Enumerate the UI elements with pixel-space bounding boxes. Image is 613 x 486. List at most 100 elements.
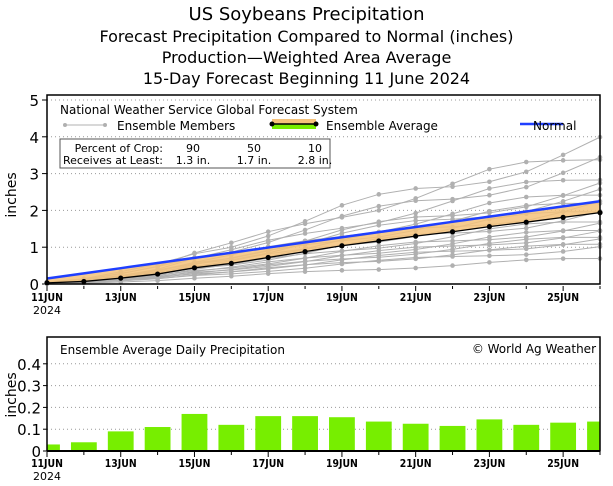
ensemble-average-point [486, 223, 492, 230]
ensemble-member-point [523, 230, 529, 235]
x-year-label: 2024 [33, 470, 61, 483]
ensemble-member-point [450, 248, 455, 254]
x-tick-label: 21JUN [400, 458, 432, 470]
ensemble-member-point [265, 265, 271, 271]
ensemble-average-point [302, 249, 308, 255]
ensemble-member-line [46, 222, 601, 284]
ensemble-member-point [523, 257, 529, 263]
ensemble-average-point [118, 275, 124, 281]
ensemble-member-point [487, 166, 492, 172]
ensemble-average-point [560, 214, 566, 220]
x-tick-label: 13JUN [105, 292, 137, 304]
ensemble-member-point [413, 218, 418, 223]
legend-average-label: Ensemble Average [326, 119, 438, 133]
ensemble-member-point [413, 186, 418, 191]
ensemble-member-point [302, 227, 308, 233]
x-tick-label: 23JUN [473, 292, 505, 304]
daily-precip-bar [550, 422, 577, 451]
ensemble-average-point [191, 265, 198, 271]
ensemble-member-point [376, 222, 382, 228]
ensemble-member-point [376, 243, 382, 249]
ensemble-member-point [192, 250, 197, 256]
ensemble-member-point [523, 243, 529, 249]
ensemble-member-point [339, 213, 345, 219]
percent-row-label: Percent of Crop: [75, 142, 163, 155]
y-tick-label: 3 [29, 166, 39, 184]
receives-value: 1.7 in. [237, 154, 272, 167]
y-tick-label: 0.3 [17, 378, 41, 396]
ensemble-average-point [413, 233, 419, 239]
ensemble-member-point [560, 152, 566, 158]
ensemble-member-point [339, 227, 345, 233]
legend-members-dot [103, 123, 107, 127]
ensemble-member-point [413, 214, 418, 220]
ensemble-member-point [487, 260, 492, 265]
daily-precip-bar [218, 424, 245, 451]
ensemble-member-point [302, 265, 308, 271]
ensemble-member-point [302, 269, 308, 274]
ensemble-member-point [560, 201, 566, 206]
ensemble-member-point [487, 234, 492, 240]
ensemble-member-line [46, 230, 601, 284]
ensemble-member-point [450, 181, 455, 187]
daily-precip-bar [144, 427, 171, 451]
ensemble-average-point [228, 260, 234, 266]
daily-precip-bar [70, 442, 97, 451]
ensemble-member-point [413, 265, 418, 271]
y-tick-label: 1 [29, 239, 39, 257]
ensemble-member-point [413, 244, 418, 250]
ensemble-member-point [265, 229, 271, 234]
ensemble-average-point [449, 229, 456, 235]
x-tick-label: 21JUN [400, 292, 432, 304]
legend-members-dot [63, 123, 67, 127]
receives-row-label: Receives at Least: [63, 154, 163, 167]
ensemble-member-point [450, 198, 455, 204]
ensemble-member-point [229, 240, 234, 246]
y-tick-label: 0.1 [17, 421, 41, 439]
ensemble-member-point [560, 256, 566, 261]
ensemble-member-point [229, 273, 234, 279]
ensemble-member-point [413, 255, 418, 260]
legend-average-dot [313, 121, 319, 127]
ensemble-member-point [376, 219, 382, 224]
ensemble-member-point [523, 240, 529, 246]
chart-subtitle-3: 15-Day Forecast Beginning 11 June 2024 [142, 69, 471, 88]
ensemble-member-point [413, 250, 418, 255]
x-tick-label: 25JUN [547, 458, 579, 470]
ensemble-member-point [192, 276, 197, 281]
daily-precip-bar [329, 417, 355, 451]
ensemble-member-point [560, 249, 566, 254]
ensemble-member-point [523, 203, 529, 208]
x-tick-label: 11JUN [31, 292, 63, 304]
daily-precip-bar [107, 431, 134, 451]
ensemble-member-point [487, 200, 492, 206]
ensemble-member-point [560, 177, 566, 183]
ensemble-member-point [487, 186, 492, 191]
chart-title: US Soybeans Precipitation [188, 4, 425, 25]
chart-subtitle-2: Production—Weighted Area Average [161, 48, 452, 67]
ensemble-average-point [265, 254, 271, 261]
ensemble-member-point [523, 252, 529, 257]
x-tick-label: 17JUN [252, 458, 284, 470]
ensemble-member-point [339, 261, 345, 267]
daily-precip-bar [402, 423, 429, 451]
credit-label: © World Ag Weather [472, 342, 596, 356]
ensemble-member-point [450, 211, 455, 217]
ensemble-member-line [46, 238, 601, 284]
percent-value: 10 [308, 142, 322, 155]
ensemble-member-point [450, 243, 455, 249]
ensemble-average-point [155, 271, 161, 277]
x-tick-label: 17JUN [252, 292, 284, 304]
ensemble-member-point [560, 219, 566, 225]
ensemble-member-point [302, 259, 308, 264]
ensemble-member-point [413, 221, 418, 227]
ensemble-member-point [560, 192, 566, 198]
ensemble-average-point [339, 243, 345, 249]
ensemble-member-point [487, 247, 492, 253]
ensemble-member-point [560, 235, 566, 240]
legend-title: National Weather Service Global Forecast… [60, 103, 358, 117]
ensemble-member-point [487, 241, 492, 246]
ensemble-member-point [523, 159, 529, 165]
ensemble-member-point [413, 210, 418, 216]
receives-value: 1.3 in. [176, 154, 211, 167]
